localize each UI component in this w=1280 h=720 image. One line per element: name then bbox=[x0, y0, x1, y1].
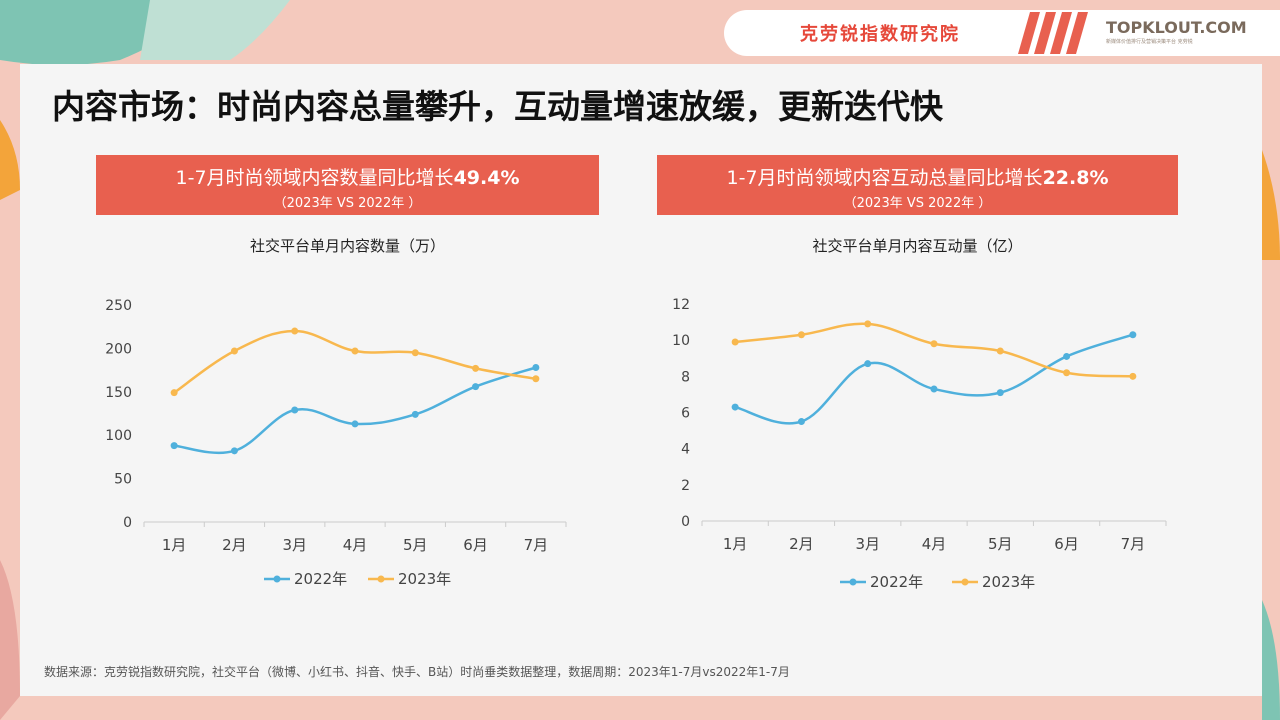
data-point-2022年 bbox=[797, 418, 805, 426]
y-tick-label: 250 bbox=[105, 298, 132, 314]
data-point-2023年 bbox=[996, 347, 1004, 355]
y-tick-label: 12 bbox=[672, 297, 690, 313]
x-tick-label: 3月 bbox=[282, 536, 307, 554]
y-tick-label: 150 bbox=[105, 385, 132, 401]
x-tick-label: 4月 bbox=[343, 536, 368, 554]
line-chart-interaction-volume: 0 2 4 6 8 10 12 1月 2月 3月 4月 5月 6月 7月 2022年 2023年 bbox=[672, 297, 1167, 591]
x-tick-label: 6月 bbox=[1054, 535, 1079, 553]
banner-subtext: （2023年 VS 2022年 ） bbox=[843, 196, 992, 211]
footnote-source: 数据来源：克劳锐指数研究院，社交平台（微博、小红书、抖音、快手、B站）时尚垂类数… bbox=[44, 665, 790, 679]
legend-label: 2022年 bbox=[294, 570, 347, 588]
x-tick-label: 1月 bbox=[723, 535, 748, 553]
data-point-2022年 bbox=[291, 406, 299, 414]
x-tick-label: 7月 bbox=[524, 536, 549, 554]
data-point-2022年 bbox=[351, 420, 359, 428]
y-tick-label: 8 bbox=[681, 369, 690, 385]
page-title: 内容市场：时尚内容总量攀升，互动量增速放缓，更新迭代快 bbox=[52, 87, 943, 126]
chart-title: 社交平台单月内容数量（万） bbox=[249, 237, 445, 255]
leaf-decoration bbox=[0, 120, 20, 200]
data-point-2023年 bbox=[864, 320, 872, 328]
banner-value: 49.4% bbox=[453, 167, 520, 189]
y-tick-label: 4 bbox=[681, 442, 690, 458]
leaf-decoration bbox=[1262, 150, 1280, 260]
leaf-decoration bbox=[140, 0, 290, 60]
y-tick-label: 0 bbox=[123, 515, 132, 531]
data-point-2023年 bbox=[170, 389, 178, 397]
y-tick-label: 100 bbox=[105, 428, 132, 444]
data-point-2023年 bbox=[532, 375, 540, 383]
data-point-2022年 bbox=[864, 360, 872, 368]
data-point-2022年 bbox=[230, 447, 238, 455]
leaf-decoration bbox=[1262, 600, 1280, 720]
leaf-decoration bbox=[0, 560, 20, 720]
y-tick-label: 6 bbox=[681, 406, 690, 422]
banner-subtext: （2023年 VS 2022年 ） bbox=[273, 196, 422, 211]
banner-text: 1-7月时尚领域内容数量同比增长 bbox=[175, 167, 454, 189]
series-line-2023年 bbox=[735, 322, 1133, 378]
x-tick-label: 5月 bbox=[988, 535, 1013, 553]
y-tick-label: 200 bbox=[105, 341, 132, 357]
brand-tagline: 新媒体价值排行及营销决策平台 克劳锐 bbox=[1106, 39, 1193, 44]
data-point-2023年 bbox=[1129, 372, 1137, 380]
legend-marker bbox=[273, 575, 281, 583]
series-line-2022年 bbox=[173, 366, 537, 455]
banner-value: 22.8% bbox=[1042, 167, 1109, 189]
data-point-2022年 bbox=[1063, 352, 1071, 360]
y-tick-label: 0 bbox=[681, 514, 690, 530]
banner-content-count: 1-7月时尚领域内容数量同比增长49.4% （2023年 VS 2022年 ） bbox=[96, 155, 599, 215]
banner-text: 1-7月时尚领域内容互动总量同比增长 bbox=[726, 167, 1043, 189]
data-point-2022年 bbox=[731, 403, 739, 411]
x-tick-label: 3月 bbox=[855, 535, 880, 553]
legend-marker bbox=[849, 578, 857, 586]
legend-marker bbox=[377, 575, 385, 583]
legend-label: 2023年 bbox=[398, 570, 451, 588]
data-point-2023年 bbox=[291, 327, 299, 335]
line-chart-content-count: 0 50 100 150 200 250 1月 2月 3月 4月 5月 6月 7月 2022年 2023年 bbox=[105, 298, 567, 588]
y-tick-label: 2 bbox=[681, 478, 690, 494]
brand-name-en: TOPKLOUT.COM bbox=[1106, 18, 1247, 37]
banner-interaction-total: 1-7月时尚领域内容互动总量同比增长22.8% （2023年 VS 2022年 … bbox=[657, 155, 1178, 215]
data-point-2022年 bbox=[472, 383, 480, 391]
data-point-2022年 bbox=[996, 389, 1004, 397]
data-point-2022年 bbox=[930, 385, 938, 393]
data-point-2023年 bbox=[1063, 369, 1071, 377]
data-point-2022年 bbox=[170, 442, 178, 450]
x-tick-label: 2月 bbox=[789, 535, 814, 553]
x-tick-label: 6月 bbox=[463, 536, 488, 554]
data-point-2022年 bbox=[1129, 331, 1137, 339]
data-point-2023年 bbox=[351, 347, 359, 355]
series-line-2022年 bbox=[734, 333, 1134, 425]
y-tick-label: 50 bbox=[114, 472, 132, 488]
data-point-2023年 bbox=[930, 340, 938, 348]
y-tick-label: 10 bbox=[672, 333, 690, 349]
legend-label: 2023年 bbox=[982, 573, 1035, 591]
chart-title: 社交平台单月内容互动量（亿） bbox=[812, 237, 1023, 255]
x-tick-label: 7月 bbox=[1121, 535, 1146, 553]
x-tick-label: 1月 bbox=[162, 536, 187, 554]
data-point-2022年 bbox=[532, 363, 540, 371]
data-point-2023年 bbox=[797, 331, 805, 339]
brand-name-cn: 克劳锐指数研究院 bbox=[800, 24, 960, 45]
stripes-logo-icon bbox=[1018, 12, 1088, 54]
x-tick-label: 5月 bbox=[403, 536, 428, 554]
data-point-2023年 bbox=[472, 364, 480, 372]
legend-label: 2022年 bbox=[870, 573, 923, 591]
data-point-2023年 bbox=[731, 338, 739, 346]
legend-marker bbox=[961, 578, 969, 586]
brand-tab bbox=[724, 10, 1280, 56]
x-tick-label: 2月 bbox=[222, 536, 247, 554]
data-point-2023年 bbox=[411, 349, 419, 357]
data-point-2022年 bbox=[411, 410, 419, 418]
data-point-2023年 bbox=[230, 347, 238, 355]
x-tick-label: 4月 bbox=[922, 535, 947, 553]
